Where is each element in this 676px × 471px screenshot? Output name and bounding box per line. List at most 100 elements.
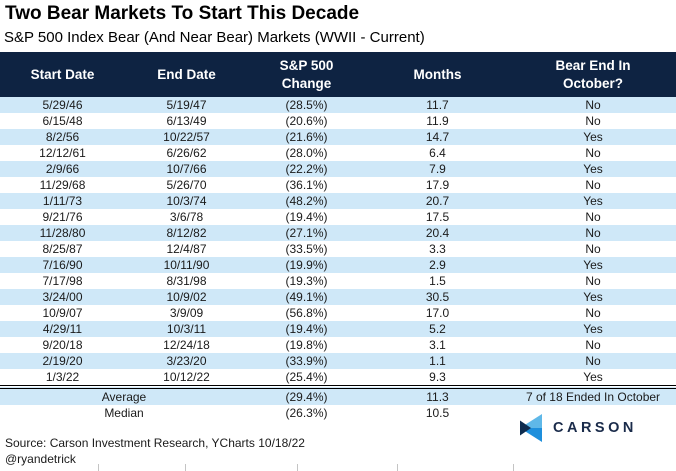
months-cell: 14.7 <box>425 130 450 144</box>
sp500-change-cell: (49.1%) <box>285 290 328 304</box>
start-date-cell: 8/2/56 <box>45 130 80 144</box>
end-date-cell: 12/4/87 <box>166 242 207 256</box>
gridline-tick <box>297 464 298 471</box>
start-date-cell: 12/12/61 <box>39 146 86 160</box>
start-date-cell: 11/28/80 <box>39 226 86 240</box>
months-cell: 17.9 <box>425 178 450 192</box>
table-row: 8/2/56 10/22/57 (21.6%) 14.7 Yes <box>0 129 676 145</box>
end-date-cell: 12/24/18 <box>163 338 210 352</box>
table-row: 9/21/76 3/6/78 (19.4%) 17.5 No <box>0 209 676 225</box>
start-date-cell: 4/29/11 <box>42 322 83 336</box>
bear-end-october-cell: No <box>585 354 601 368</box>
start-date-cell: 3/24/00 <box>42 290 83 304</box>
months-cell: 6.4 <box>429 146 446 160</box>
months-cell: 11.9 <box>426 114 449 128</box>
source-text: Source: Carson Investment Research, YCha… <box>5 436 305 450</box>
months-cell: 1.5 <box>429 274 446 288</box>
months-cell: 10.5 <box>425 406 450 420</box>
bear-end-october-cell: No <box>585 242 601 256</box>
end-date-cell: 8/31/98 <box>166 274 207 288</box>
start-date-cell: 9/20/18 <box>42 338 83 352</box>
sp500-change-cell: (36.1%) <box>285 178 328 192</box>
start-date-cell: 8/25/87 <box>42 242 83 256</box>
months-cell: 2.9 <box>429 258 446 272</box>
table-row: 3/24/00 10/9/02 (49.1%) 30.5 Yes <box>0 289 676 305</box>
end-date-cell: 5/26/70 <box>166 178 207 192</box>
sp500-change-cell: (20.6%) <box>285 114 328 128</box>
months-cell: 3.3 <box>429 242 446 256</box>
table-row: 10/9/07 3/9/09 (56.8%) 17.0 No <box>0 305 676 321</box>
sp500-change-cell: (19.4%) <box>285 322 328 336</box>
table-row: 7/17/98 8/31/98 (19.3%) 1.5 No <box>0 273 676 289</box>
start-date-cell: 11/29/68 <box>39 178 86 192</box>
table-header: Start Date End Date S&P 500 Change Months Be… <box>0 52 676 97</box>
gridline-tick <box>397 464 398 471</box>
end-date-cell: 3/9/09 <box>169 306 204 320</box>
sp500-change-cell: (27.1%) <box>285 226 328 240</box>
bear-end-october-cell: Yes <box>583 370 603 384</box>
summary-label-cell: Median <box>104 406 144 420</box>
gridline-tick <box>185 464 186 471</box>
bear-end-october-cell: 7 of 18 Ended In October <box>510 385 676 405</box>
page-subtitle: S&P 500 Index Bear (And Near Bear) Marke… <box>4 29 425 46</box>
col-header-start-date: Start Date <box>0 52 125 97</box>
start-date-cell: 2/9/66 <box>45 162 80 176</box>
col-header-months: Months <box>365 52 510 97</box>
bear-end-october-cell: No <box>585 226 601 240</box>
start-date-cell: 1/3/22 <box>45 370 80 384</box>
months-cell: 11.7 <box>426 98 449 112</box>
start-date-cell: 10/9/07 <box>42 306 83 320</box>
months-cell: 30.5 <box>425 290 450 304</box>
bear-end-october-cell: Yes <box>583 162 603 176</box>
end-date-cell: 10/3/11 <box>166 322 207 336</box>
months-cell: 17.5 <box>425 210 450 224</box>
sp500-change-cell: (19.8%) <box>285 338 328 352</box>
table-row: 1/11/73 10/3/74 (48.2%) 20.7 Yes <box>0 193 676 209</box>
end-date-cell: 10/3/74 <box>166 194 207 208</box>
table-row: 11/29/68 5/26/70 (36.1%) 17.9 No <box>0 177 676 193</box>
end-date-cell: 10/9/02 <box>166 290 207 304</box>
end-date-cell: 10/11/90 <box>163 258 210 272</box>
col-header-end-date: End Date <box>125 52 248 97</box>
start-date-cell: 2/19/20 <box>42 354 83 368</box>
end-date-cell: 3/6/78 <box>169 210 204 224</box>
sp500-change-cell: (33.5%) <box>285 242 328 256</box>
sp500-change-cell: (56.8%) <box>285 306 328 320</box>
start-date-cell: 1/11/73 <box>42 194 83 208</box>
gridline-tick <box>98 464 99 471</box>
col-header-sp500-change: S&P 500 Change <box>248 52 365 97</box>
carson-chevron-icon <box>520 414 542 442</box>
start-date-cell: 9/21/76 <box>42 210 83 224</box>
sp500-change-cell: (25.4%) <box>285 370 328 384</box>
gridline-tick <box>513 464 514 471</box>
header-row: Start Date End Date S&P 500 Change Months Be… <box>0 52 676 97</box>
months-cell: 3.1 <box>429 338 446 352</box>
summary-label-cell: Average <box>0 385 248 405</box>
months-cell: 20.7 <box>425 194 450 208</box>
end-date-cell: 6/13/49 <box>166 114 207 128</box>
sp500-change-cell: (28.5%) <box>285 98 328 112</box>
end-date-cell: 10/22/57 <box>163 130 210 144</box>
bear-end-october-cell: No <box>585 338 601 352</box>
bear-end-october-cell: Yes <box>583 322 603 336</box>
end-date-cell: 10/12/22 <box>163 370 210 384</box>
end-date-cell: 5/19/47 <box>166 98 207 112</box>
bear-end-october-cell: Yes <box>583 290 603 304</box>
table-row: 2/9/66 10/7/66 (22.2%) 7.9 Yes <box>0 161 676 177</box>
bear-end-october-cell: No <box>585 306 601 320</box>
table-row: 5/29/46 5/19/47 (28.5%) 11.7 No <box>0 97 676 113</box>
start-date-cell: 6/15/48 <box>42 114 83 128</box>
start-date-cell: 7/17/98 <box>42 274 83 288</box>
months-cell: 7.9 <box>429 162 446 176</box>
bear-end-october-cell: No <box>585 98 601 112</box>
end-date-cell: 6/26/62 <box>166 146 207 160</box>
bear-markets-table: Start Date End Date S&P 500 Change Months Be… <box>0 52 676 421</box>
months-cell: 17.0 <box>425 306 450 320</box>
bear-end-october-cell: Yes <box>583 130 603 144</box>
months-cell: 1.1 <box>429 354 446 368</box>
bear-end-october-cell: No <box>585 114 601 128</box>
months-cell: 9.3 <box>429 370 446 384</box>
table-row: 12/12/61 6/26/62 (28.0%) 6.4 No <box>0 145 676 161</box>
table-row: 4/29/11 10/3/11 (19.4%) 5.2 Yes <box>0 321 676 337</box>
